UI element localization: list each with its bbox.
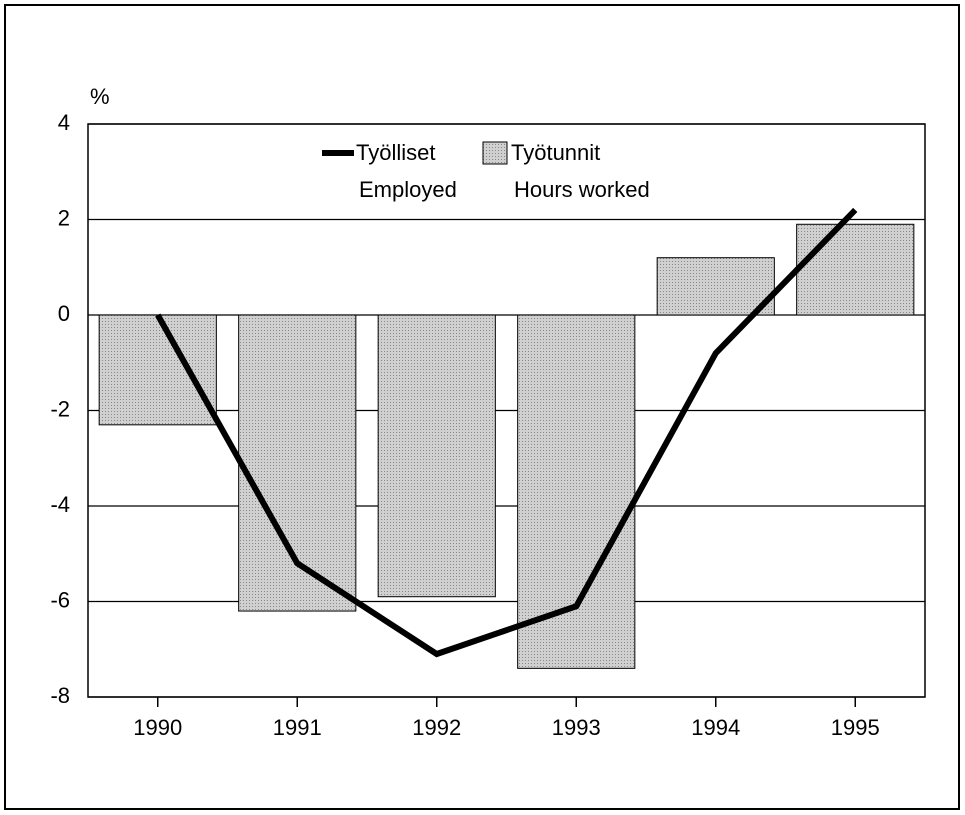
bar xyxy=(517,314,636,669)
x-tick-label: 1993 xyxy=(552,715,601,740)
legend-label: Employed xyxy=(359,177,457,202)
legend-label: Työlliset xyxy=(356,140,435,165)
x-tick-label: 1995 xyxy=(831,715,880,740)
y-tick-label: 0 xyxy=(58,301,70,326)
y-tick-label: -6 xyxy=(50,587,70,612)
legend-label: Hours worked xyxy=(514,177,650,202)
bar xyxy=(656,257,775,316)
legend-label: Työtunnit xyxy=(511,140,600,165)
legend-swatch xyxy=(482,141,508,165)
y-tick-label: 2 xyxy=(58,205,70,230)
bar xyxy=(98,314,217,426)
y-tick-label: -2 xyxy=(50,396,70,421)
x-tick-label: 1992 xyxy=(412,715,461,740)
x-tick-label: 1994 xyxy=(691,715,740,740)
bar xyxy=(796,223,915,316)
y-tick-label: -4 xyxy=(50,492,70,517)
y-axis-label: % xyxy=(90,84,110,109)
bar xyxy=(377,314,496,598)
line xyxy=(155,207,858,658)
frame xyxy=(4,4,960,810)
y-tick-label: -8 xyxy=(50,683,70,708)
y-tick-label: 4 xyxy=(58,110,70,135)
x-tick-label: 1990 xyxy=(133,715,182,740)
x-tick-label: 1991 xyxy=(273,715,322,740)
